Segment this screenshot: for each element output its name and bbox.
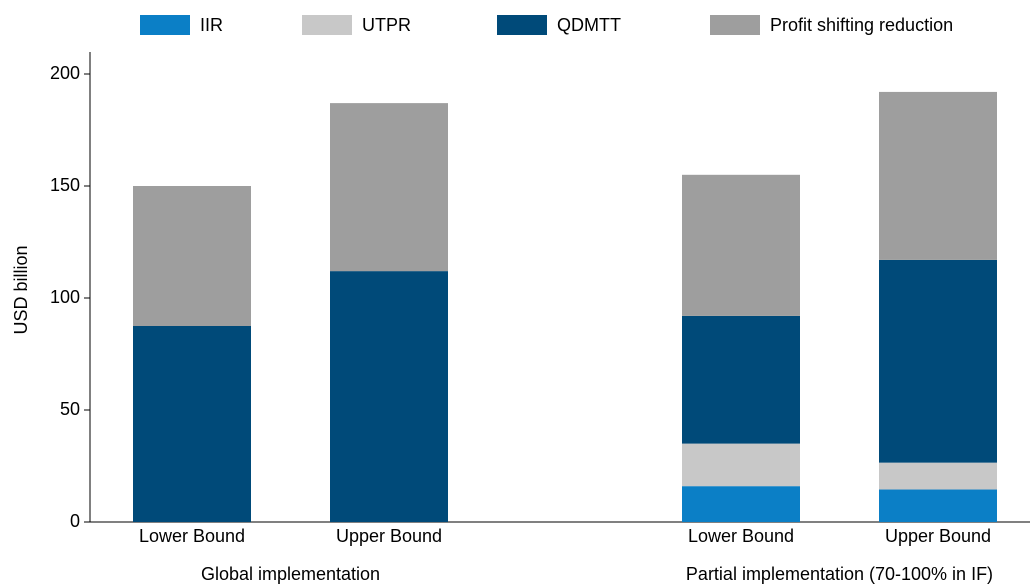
bar-segment [682,174,800,316]
bar-segment [682,443,800,487]
legend-swatch [302,15,352,35]
bar-segment [879,259,997,463]
bar-segment [133,326,251,522]
bar-segment [682,486,800,522]
legend-swatch [710,15,760,35]
legend-label: Profit shifting reduction [770,15,953,35]
bar-segment [682,315,800,444]
y-tick-label: 0 [70,511,80,531]
group-label: Partial implementation (70-100% in IF) [686,564,993,584]
legend-label: UTPR [362,15,411,35]
y-tick-label: 100 [50,287,80,307]
x-tick-label: Upper Bound [336,526,442,546]
x-tick-label: Upper Bound [885,526,991,546]
legend-label: QDMTT [557,15,621,35]
y-axis-label: USD billion [11,245,31,334]
y-tick-label: 50 [60,399,80,419]
x-tick-label: Lower Bound [139,526,245,546]
bar-segment [879,489,997,522]
bar-segment [879,462,997,490]
legend-label: IIR [200,15,223,35]
bar-segment [133,186,251,326]
y-tick-label: 200 [50,63,80,83]
y-tick-label: 150 [50,175,80,195]
legend-swatch [140,15,190,35]
bar-segment [879,91,997,260]
group-label: Global implementation [201,564,380,584]
bar-segment [330,271,448,522]
x-tick-label: Lower Bound [688,526,794,546]
bar-segment [330,103,448,272]
legend-swatch [497,15,547,35]
